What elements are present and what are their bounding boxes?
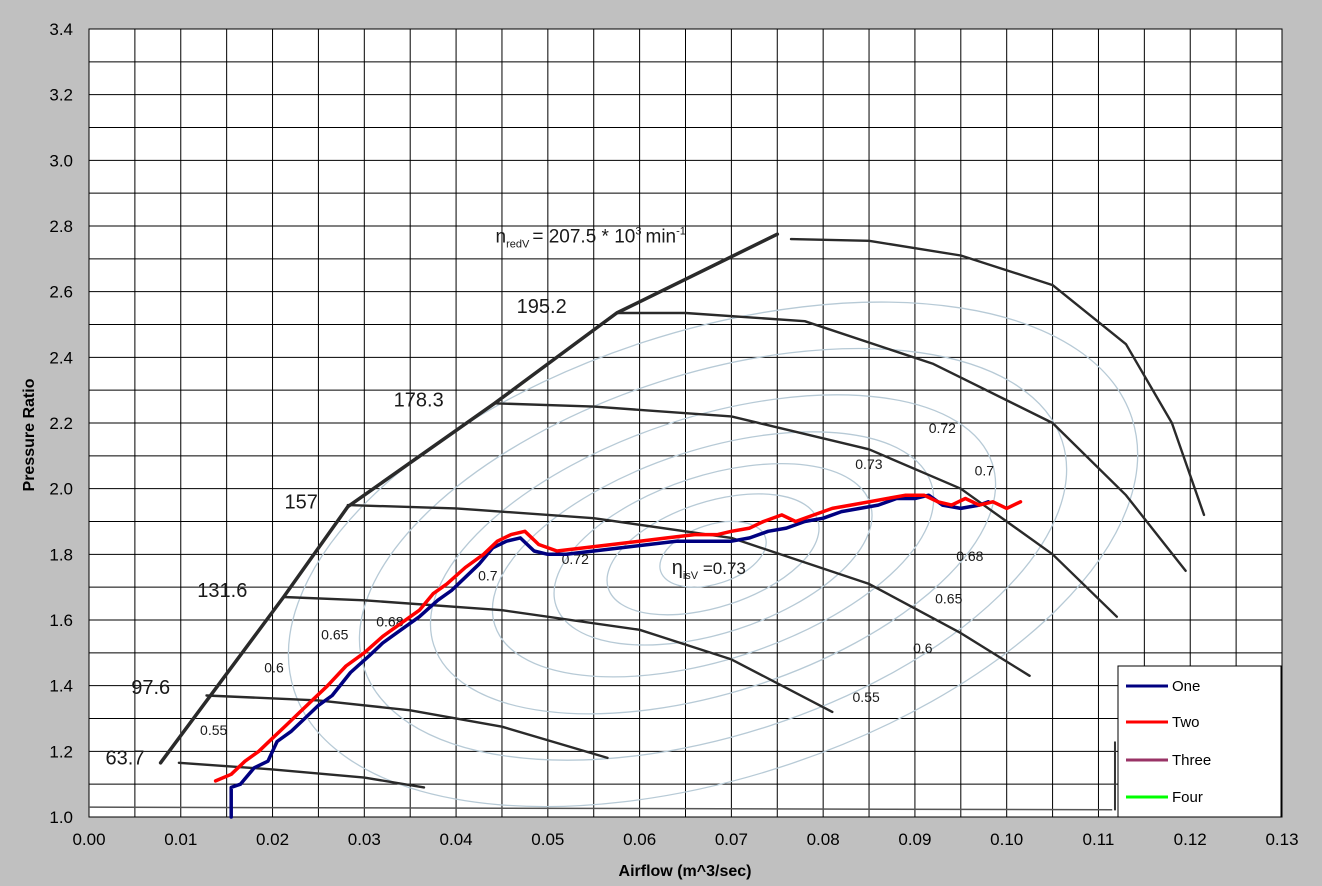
y-tick-label: 2.4	[49, 348, 73, 367]
x-tick-label: 0.06	[623, 830, 656, 849]
x-tick-label: 0.02	[256, 830, 289, 849]
x-tick-label: 0.05	[531, 830, 564, 849]
legend-label-four: Four	[1172, 789, 1203, 806]
x-tick-label: 0.11	[1083, 830, 1115, 849]
speed-line	[789, 237, 1206, 517]
efficiency-label: 0.65	[935, 591, 962, 607]
speed-label: 131.6	[197, 580, 247, 602]
speed-label: 195.2	[517, 296, 567, 318]
x-tick-label: 0.08	[807, 830, 840, 849]
series-line-one	[229, 493, 991, 819]
speed-line	[615, 311, 1187, 572]
x-axis-title: Airflow (m^3/sec)	[619, 863, 752, 880]
legend-label-one: One	[1172, 678, 1200, 695]
efficiency-contours	[287, 301, 1139, 808]
y-tick-label: 1.6	[49, 611, 73, 630]
y-axis-ticks: 1.0 1.2 1.4 1.6 1.8 2.0 2.2 2.4 2.6 2.8 3.0 3.2 3.4	[49, 20, 73, 827]
y-tick-label: 3.4	[49, 20, 73, 39]
efficiency-label: 0.55	[200, 722, 227, 738]
x-axis-ticks: 0.00 0.01 0.02 0.03 0.04 0.05 0.06 0.07 0.08 0.09…	[72, 830, 1298, 849]
y-tick-label: 2.0	[49, 480, 73, 499]
x-tick-label: 0.09	[898, 830, 931, 849]
y-tick-label: 2.6	[49, 283, 73, 302]
efficiency-label: 0.7	[975, 463, 995, 479]
y-axis-title: Pressure Ratio	[21, 378, 38, 491]
efficiency-island-label: ηisV =0.73	[672, 557, 746, 582]
speed-label: 63.7	[106, 747, 145, 769]
x-tick-label: 0.13	[1265, 830, 1298, 849]
legend-box	[1117, 665, 1282, 818]
x-tick-label: 0.03	[348, 830, 381, 849]
speed-label: 178.3	[394, 390, 444, 412]
compressor-map-lines	[88, 232, 1206, 811]
x-tick-label: 0.10	[990, 830, 1023, 849]
y-tick-label: 1.0	[49, 808, 73, 827]
y-tick-label: 1.8	[49, 545, 73, 564]
efficiency-contour	[491, 431, 935, 678]
x-tick-label: 0.01	[164, 830, 197, 849]
x-tick-label: 0.00	[72, 830, 105, 849]
efficiency-label: 0.55	[853, 689, 880, 705]
speed-label: 157	[284, 491, 317, 513]
compressor-map-labels: 63.7 97.6 131.6 157 178.3 195.2 nredV = 207.5 *…	[106, 225, 995, 769]
speed-line	[205, 694, 609, 760]
y-tick-label: 1.4	[49, 677, 73, 696]
efficiency-contour	[287, 301, 1139, 808]
baseline-line	[88, 806, 1113, 811]
efficiency-label: 0.68	[956, 548, 983, 564]
efficiency-contour	[429, 394, 997, 715]
legend: One Two Three Four	[1117, 665, 1282, 818]
y-tick-label: 3.0	[49, 151, 73, 170]
x-tick-label: 0.12	[1174, 830, 1207, 849]
legend-label-three: Three	[1172, 752, 1211, 769]
efficiency-label: 0.68	[376, 614, 403, 630]
y-tick-label: 1.2	[49, 742, 73, 761]
y-tick-label: 2.8	[49, 217, 73, 236]
speed-line	[282, 595, 834, 714]
efficiency-label: 0.65	[321, 627, 348, 643]
efficiency-label: 0.6	[913, 640, 933, 656]
speed-line	[493, 402, 1119, 618]
efficiency-label: 0.6	[264, 660, 284, 676]
top-speed-label: nredV = 207.5 * 103 min-1	[496, 225, 686, 250]
speed-line	[177, 761, 426, 789]
efficiency-label: 0.7	[478, 568, 498, 584]
x-tick-label: 0.04	[440, 830, 473, 849]
y-tick-label: 3.2	[49, 86, 73, 105]
legend-label-two: Two	[1172, 714, 1200, 731]
efficiency-label: 0.72	[929, 420, 956, 436]
efficiency-label: 0.73	[855, 456, 882, 472]
surge-line	[158, 232, 780, 765]
y-tick-label: 2.2	[49, 414, 73, 433]
data-series	[213, 493, 1023, 819]
speed-label: 97.6	[131, 677, 170, 699]
efficiency-contour	[659, 520, 767, 588]
efficiency-contour	[358, 347, 1068, 761]
speed-line	[346, 503, 1031, 677]
series-line-two	[213, 493, 1023, 783]
x-tick-label: 0.07	[715, 830, 748, 849]
